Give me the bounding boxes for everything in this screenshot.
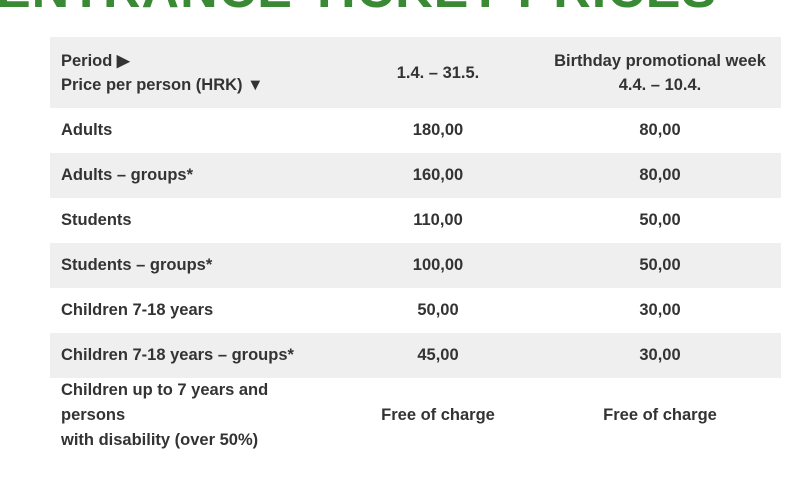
page-title: ENTRANCE TICKET PRICES — [0, 0, 717, 16]
category-cell: Students – groups* — [50, 243, 337, 288]
table-row: Students 110,00 50,00 — [50, 198, 781, 243]
table-header-row: Period ▶ Price per person (HRK) ▼ 1.4. –… — [50, 37, 781, 108]
category-cell: Children up to 7 years and persons with … — [50, 378, 337, 453]
table-row: Adults – groups* 160,00 80,00 — [50, 153, 781, 198]
regular-price-cell: Free of charge — [381, 406, 495, 424]
regular-price-cell: 45,00 — [337, 333, 539, 378]
promo-price-cell: 30,00 — [639, 301, 681, 319]
category-cell: Students — [61, 211, 132, 229]
promo-title: Birthday promotional week — [554, 51, 766, 70]
regular-price-cell: 160,00 — [337, 153, 539, 198]
table-row: Students – groups* 100,00 50,00 — [50, 243, 781, 288]
category-cell: Adults – groups* — [50, 153, 337, 198]
category-cell: Children 7-18 years – groups* — [50, 333, 337, 378]
regular-price-cell: 100,00 — [337, 243, 539, 288]
promo-dates: 4.4. – 10.4. — [618, 75, 702, 94]
table-row: Children 7-18 years 50,00 30,00 — [50, 288, 781, 333]
header-promo-period: Birthday promotional week 4.4. – 10.4. — [539, 37, 781, 108]
promo-price-cell: 30,00 — [539, 333, 781, 378]
table-row: Children 7-18 years – groups* 45,00 30,00 — [50, 333, 781, 378]
header-labels: Period ▶ Price per person (HRK) ▼ — [50, 37, 337, 108]
ticket-price-table: Period ▶ Price per person (HRK) ▼ 1.4. –… — [50, 37, 781, 453]
table-row: Children up to 7 years and persons with … — [50, 378, 781, 453]
table-row: Adults 180,00 80,00 — [50, 108, 781, 153]
promo-price-cell: 80,00 — [539, 153, 781, 198]
header-regular-period: 1.4. – 31.5. — [337, 37, 539, 108]
promo-price-cell: 80,00 — [639, 121, 681, 139]
regular-price-cell: 180,00 — [412, 121, 464, 139]
regular-price-cell: 110,00 — [413, 211, 463, 229]
promo-price-cell: 50,00 — [539, 243, 781, 288]
regular-price-cell: 50,00 — [417, 301, 459, 319]
period-label: Period ▶ — [61, 51, 130, 70]
category-cell: Children 7-18 years — [61, 301, 214, 319]
promo-price-cell: Free of charge — [603, 406, 717, 424]
price-label: Price per person (HRK) ▼ — [61, 75, 264, 94]
category-line: Children up to 7 years and persons — [61, 381, 269, 424]
category-cell: Adults — [61, 121, 113, 139]
category-line: with disability (over 50%) — [61, 431, 259, 449]
promo-price-cell: 50,00 — [639, 211, 681, 229]
